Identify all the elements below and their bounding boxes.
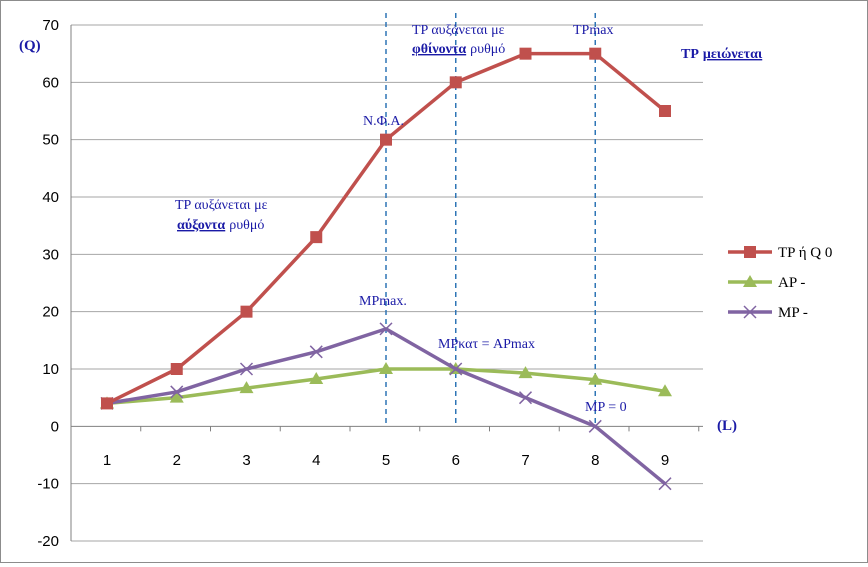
data-point: [379, 362, 393, 374]
annotation-mp-zero: MP = 0: [585, 400, 627, 415]
legend-marker: [743, 275, 757, 287]
data-point: [309, 345, 323, 359]
data-point: [310, 231, 323, 244]
data-point: [101, 397, 113, 410]
legend-item: TP ή Q 0: [728, 245, 832, 261]
annotation-tp-increasing-word: αύξοντα: [177, 218, 225, 233]
series-2: [100, 322, 672, 491]
data-point: [379, 322, 393, 336]
y-tick-label: 40: [42, 189, 59, 206]
legend-marker: [744, 246, 756, 258]
series-0: [101, 47, 671, 410]
annotation-tp-increasing-rate: ρυθμό: [229, 218, 264, 233]
data-point: [239, 362, 254, 376]
x-tick-label: 5: [382, 452, 390, 469]
data-point: [169, 390, 184, 403]
data-point: [380, 133, 392, 146]
legend-label: AP -: [778, 275, 805, 291]
y-tick-label: 50: [42, 132, 59, 149]
y-tick-label: 70: [42, 17, 59, 34]
annotation-tp-decel-line1: TP αυξάνεται με: [412, 23, 505, 38]
annotation-tp-decreasing: TP μειώνεται: [681, 47, 763, 62]
data-point: [170, 385, 184, 399]
legend-label: MP -: [778, 305, 808, 321]
x-tick-label: 8: [591, 452, 599, 469]
legend-item: AP -: [728, 275, 805, 291]
y-tick-label: 30: [42, 246, 59, 263]
x-tick-label: 2: [173, 452, 181, 469]
data-point: [589, 47, 602, 60]
data-point: [588, 419, 602, 433]
data-point: [518, 366, 533, 379]
data-point: [239, 381, 254, 394]
data-point: [518, 391, 533, 405]
guide-lines: [385, 13, 596, 427]
y-tick-labels: -20 -10 0 10 20 30 40 50 60 70: [37, 17, 59, 550]
x-tick-label: 1: [103, 452, 111, 469]
legend-item: MP -: [728, 305, 808, 321]
x-axis-unit: (L): [717, 418, 737, 434]
y-tick-label: 10: [42, 361, 59, 378]
y-tick-label: 20: [42, 304, 59, 321]
data-point: [519, 47, 532, 60]
legend-marker: [743, 305, 757, 319]
annotation-tp-decreasing-word: μειώνεται: [703, 47, 763, 62]
annotation-tp-decel-word: φθίνοντα: [412, 42, 466, 57]
y-tick-label: -20: [37, 533, 59, 550]
annotation-tp-decreasing-prefix: TP: [681, 47, 699, 62]
y-tick-label: -10: [37, 476, 59, 493]
y-axis-unit: (Q): [19, 38, 41, 54]
annotation-tp-increasing-line2: αύξοντα ρυθμό: [177, 218, 264, 233]
annotation-tp-increasing-line1: TP αυξάνεται με: [175, 198, 268, 213]
data-point: [449, 76, 462, 89]
y-tick-label: 60: [42, 74, 59, 91]
y-tick-label: 0: [51, 418, 59, 435]
annotation-tp-decel-line2: φθίνοντα ρυθμό: [412, 42, 505, 57]
data-point: [659, 105, 671, 117]
legend-label: TP ή Q 0: [778, 245, 832, 261]
grid-lines: [70, 24, 703, 542]
x-tick-label: 6: [452, 452, 460, 469]
x-tick-label: 3: [242, 452, 250, 469]
data-point: [658, 384, 672, 397]
x-tick-labels: 1 2 3 4 5 6 7 8 9: [103, 452, 669, 469]
series-group: [100, 47, 672, 491]
annotation-tpmax: TPmax: [573, 23, 613, 38]
annotation-mpmax: MPmax.: [359, 294, 407, 309]
annotation-tp-decel-rate: ρυθμό: [470, 42, 505, 57]
x-tick-label: 7: [521, 452, 529, 469]
legend: TP ή Q 0 AP - MP -: [728, 245, 832, 321]
data-point: [309, 372, 324, 385]
annotation-nfa: Ν.Φ.Α.: [363, 114, 404, 129]
data-point: [449, 362, 463, 376]
data-point: [588, 372, 603, 385]
data-point: [240, 305, 253, 318]
x-tick-label: 9: [661, 452, 669, 469]
data-point: [170, 363, 183, 375]
x-tick-label: 4: [312, 452, 320, 469]
data-point: [658, 477, 672, 491]
annotation-mp-eq-ap: MPκατ = APmax: [438, 337, 535, 352]
